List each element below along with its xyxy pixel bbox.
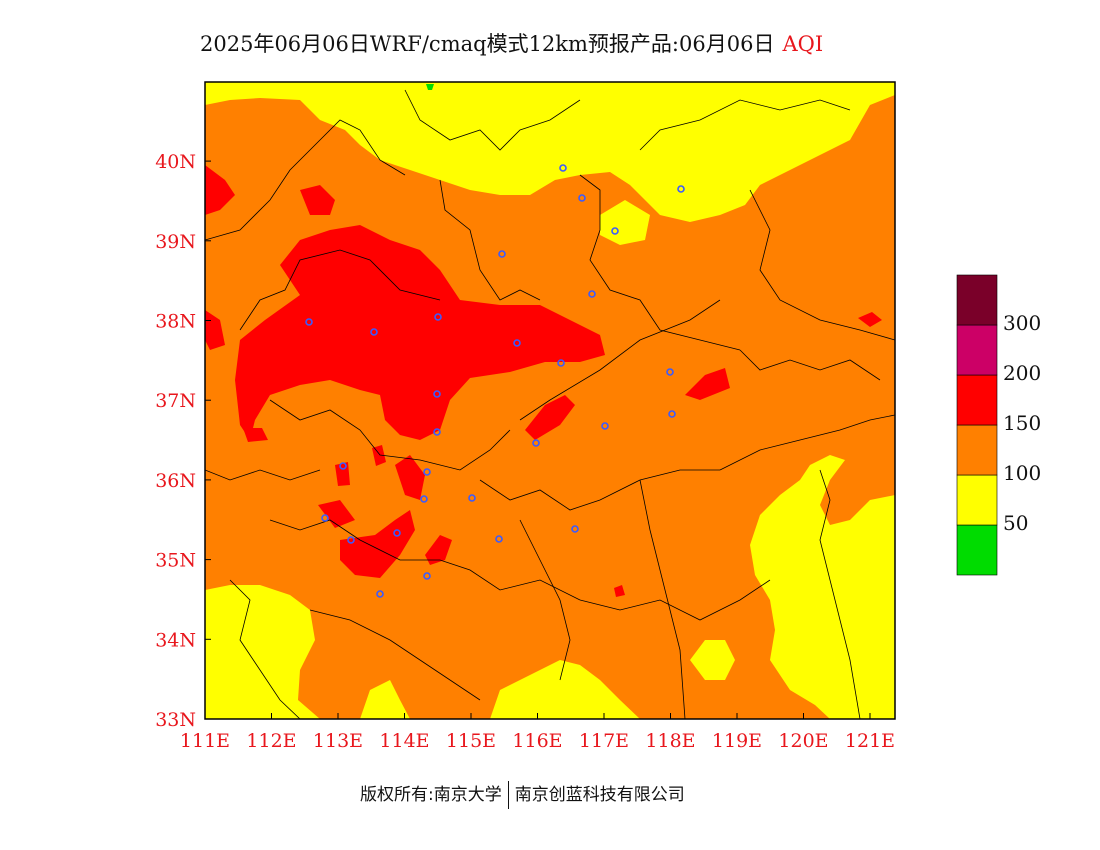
copyright-owner1: 版权所有:南京大学 <box>360 785 502 805</box>
legend-swatch <box>956 424 998 476</box>
x-tick-label: 112E <box>246 730 296 752</box>
aqi-fill-yellow-east <box>750 455 895 719</box>
copyright: 版权所有:南京大学 南京创蓝科技有限公司 <box>360 780 685 809</box>
aqi-fill-red-blob12 <box>243 428 268 442</box>
aqi-fill-red-main <box>235 225 605 440</box>
x-tick-label: 118E <box>645 730 695 752</box>
station-markers <box>305 164 685 598</box>
legend <box>956 274 998 576</box>
legend-swatch <box>956 474 998 526</box>
map-fields <box>205 82 895 719</box>
aqi-fill-yellow-south3 <box>690 640 735 680</box>
aqi-fill-yellow-southwest <box>205 585 320 719</box>
x-tick-label: 119E <box>712 730 762 752</box>
aqi-fill-red-blob11 <box>335 462 350 486</box>
x-tick-label: 111E <box>180 730 230 752</box>
x-tick-label: 113E <box>313 730 363 752</box>
y-tick-label: 35N <box>155 550 196 572</box>
boundary-lines <box>205 89 895 719</box>
green-spot <box>426 84 434 90</box>
aqi-fill-red-blob13 <box>614 585 625 597</box>
aqi-fill-red-west <box>205 165 235 215</box>
y-tick-label: 37N <box>155 390 196 412</box>
y-axis: 33N 34N 35N 36N 37N 38N 39N 40N <box>155 151 211 731</box>
y-tick-label: 36N <box>155 470 196 492</box>
y-tick-label: 38N <box>155 311 196 333</box>
x-tick-label: 114E <box>379 730 429 752</box>
x-tick-label: 117E <box>579 730 629 752</box>
legend-label: 100 <box>1003 461 1042 485</box>
aqi-fill-yellow-north <box>205 82 895 222</box>
aqi-fill-yellow-south2 <box>490 660 640 719</box>
aqi-fill-red-blob10 <box>372 445 386 466</box>
legend-swatch <box>956 374 998 426</box>
y-tick-label: 34N <box>155 629 196 651</box>
aqi-fill-red-blob6 <box>395 455 425 500</box>
title-text: 2025年06月06日WRF/cmaq模式12km预报产品:06月06日 <box>200 32 775 56</box>
title-variable: AQI <box>782 32 824 56</box>
x-tick-label: 121E <box>845 730 895 752</box>
x-tick-label: 116E <box>512 730 562 752</box>
x-tick-label: 120E <box>778 730 828 752</box>
map-title: 2025年06月06日WRF/cmaq模式12km预报产品:06月06日 AQI <box>200 28 823 58</box>
y-tick-label: 39N <box>155 231 196 253</box>
aqi-fill-red-blob5 <box>340 510 415 578</box>
legend-label: 300 <box>1003 311 1042 335</box>
copyright-owner2: 南京创蓝科技有限公司 <box>514 785 685 805</box>
legend-label: 150 <box>1003 411 1042 435</box>
aqi-fill-red-blob1 <box>300 185 335 215</box>
aqi-fill-red-blob9 <box>858 312 882 327</box>
y-tick-label: 40N <box>155 151 196 173</box>
legend-label: 200 <box>1003 361 1042 385</box>
legend-label: 50 <box>1003 511 1029 535</box>
legend-swatch <box>956 274 998 326</box>
aqi-fill-red-blob3 <box>525 395 575 440</box>
aqi-fill-red-blob4 <box>685 368 730 400</box>
copyright-separator <box>507 781 509 809</box>
x-axis: 111E 112E 113E 114E 115E 116E 117E 118E 119E 120E… <box>180 713 895 752</box>
legend-swatch <box>956 324 998 376</box>
aqi-fill-red-blob8 <box>425 535 452 565</box>
aqi-fill-yellow-south <box>360 680 410 719</box>
y-tick-label: 33N <box>155 709 196 731</box>
legend-swatch <box>956 524 998 576</box>
x-tick-label: 115E <box>446 730 496 752</box>
aqi-fill-red-blob7 <box>318 500 355 528</box>
